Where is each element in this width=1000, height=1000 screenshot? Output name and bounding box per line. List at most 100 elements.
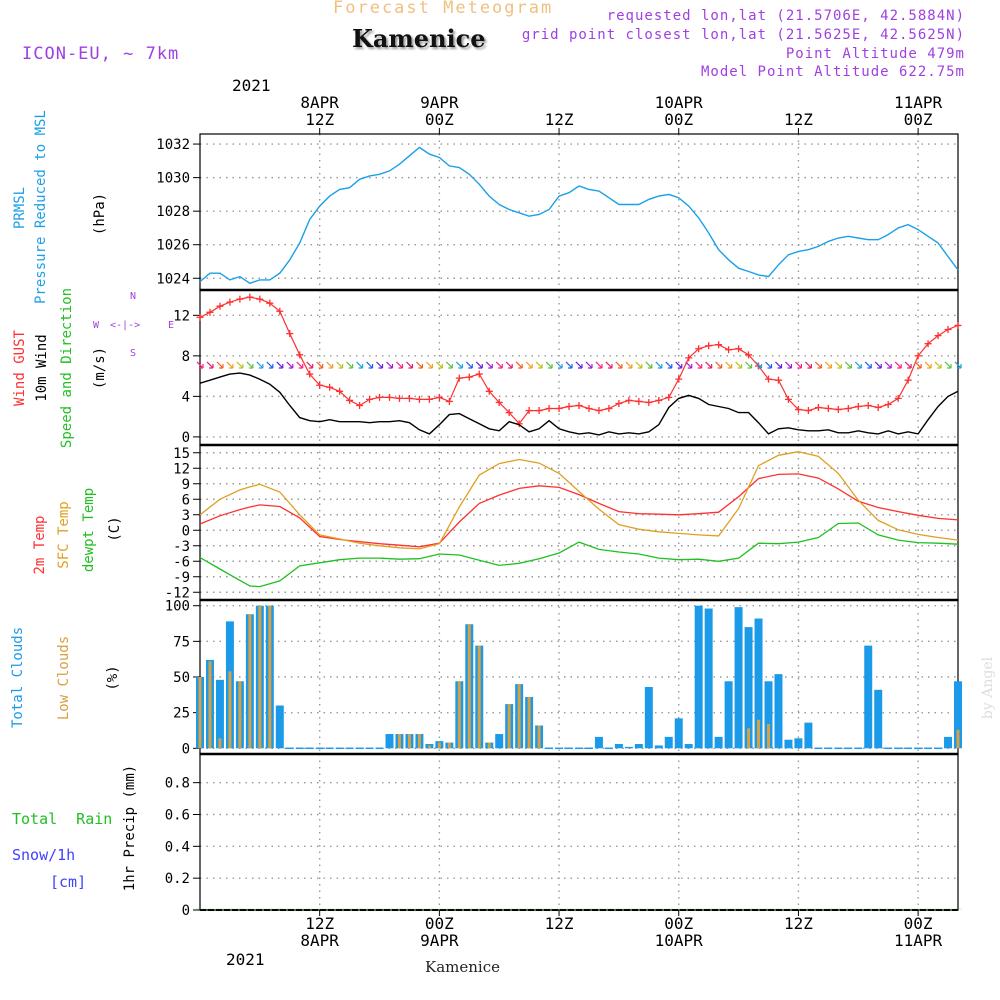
wind-direction-arrow (475, 361, 483, 369)
y-tick-label: 12 (173, 461, 190, 477)
gust-marker (854, 403, 862, 411)
wind-direction-arrow (535, 361, 543, 369)
gust-marker (256, 295, 264, 303)
model-label: ICON-EU, ~ 7km (22, 44, 180, 64)
low-cloud-bar (258, 605, 262, 749)
gust-marker (405, 394, 413, 402)
gust-marker (874, 404, 882, 412)
wind-direction-arrow (575, 361, 583, 369)
gust-marker (415, 395, 423, 403)
wind-direction-arrow (725, 361, 733, 369)
top-year: 2021 (232, 76, 271, 95)
wind-direction-arrow (525, 361, 533, 369)
time-tick-date: 9APR (420, 93, 459, 112)
gust-marker (445, 397, 453, 405)
wind-direction-arrow (794, 361, 803, 369)
gust-marker (844, 405, 852, 413)
gust-marker (725, 346, 733, 354)
wind-direction-arrow (954, 361, 962, 369)
gust-marker (665, 393, 673, 401)
gust-marker (675, 375, 683, 383)
time-tick-hour: 00Z (903, 914, 933, 933)
total-cloud-bar (674, 718, 683, 749)
total-cloud-bar (704, 608, 713, 749)
panel-frame (199, 753, 959, 911)
time-tick-label: 9APR 00Z (389, 94, 489, 128)
low-cloud-bar (517, 684, 521, 749)
wind-direction-arrow (206, 361, 214, 369)
y-tick-label: -12 (165, 585, 190, 601)
gust-marker (206, 308, 214, 316)
gust-marker (645, 398, 653, 406)
wind-direction-arrow (864, 361, 872, 369)
wind-direction-arrow (755, 361, 763, 369)
gust-marker (784, 395, 792, 403)
time-tick-hour: 00Z (903, 110, 933, 129)
product-title: Forecast Meteogram (333, 0, 554, 18)
total-cloud-bar (864, 645, 873, 749)
y-tick-label: -6 (173, 554, 190, 570)
gust-marker (276, 307, 284, 315)
low-cloud-bar (457, 681, 461, 749)
gust-marker (884, 400, 892, 408)
gust-marker (535, 407, 543, 415)
low-cloud-bar (238, 681, 242, 749)
wind-direction-arrow (555, 361, 563, 369)
compass-west: W (93, 320, 100, 331)
requested-coords: requested lon,lat (21.5706E, 42.5884N) (606, 8, 965, 24)
grid-point-coords: grid point closest lon,lat (21.5625E, 42… (521, 27, 965, 43)
gust-marker (545, 405, 553, 413)
y-tick-label: 100 (165, 599, 190, 615)
y-tick-label: 1026 (156, 238, 190, 254)
wind-direction-arrow (904, 361, 912, 369)
wind-speed-line (199, 372, 959, 436)
y-tick-label: 1032 (156, 137, 190, 153)
gust-marker (605, 405, 613, 413)
gust-marker (834, 406, 842, 414)
low-cloud-bar (268, 605, 272, 749)
wind-direction-arrow (874, 361, 882, 369)
gust-marker (954, 321, 962, 329)
low-cloud-bar (537, 725, 541, 749)
wind-direction-arrow (465, 361, 473, 369)
low-cloud-bar (447, 742, 451, 749)
total-cloud-bar (654, 745, 663, 749)
gust-marker (465, 373, 473, 381)
time-tick-label: 12Z (509, 94, 609, 128)
wind-direction-arrow (705, 361, 713, 369)
time-tick-date: 11APR (894, 931, 943, 950)
gust-marker (745, 351, 753, 359)
gust-marker (296, 351, 304, 359)
gust-marker (655, 396, 663, 404)
wind-direction-arrow (396, 361, 404, 369)
wind-direction-arrow (326, 361, 334, 369)
footer-location: Kamenice (425, 958, 500, 976)
total-cloud-bar (215, 679, 224, 749)
time-tick-hour: 12Z (544, 914, 574, 933)
wind-direction-arrow (236, 361, 244, 369)
wind-direction-arrow (515, 361, 523, 369)
wind-direction-arrow (585, 361, 593, 369)
compass-north: N (130, 291, 137, 302)
wind-direction-arrow (944, 361, 952, 369)
y-tick-label: 0 (182, 741, 190, 757)
low-cloud-bar (407, 734, 411, 749)
wind-direction-arrow (655, 361, 663, 369)
gust-marker (565, 403, 573, 411)
low-cloud-bar (757, 719, 761, 749)
y-tick-label: 0 (182, 523, 190, 539)
gust-marker (196, 313, 204, 321)
y-tick-label: 1030 (156, 171, 190, 187)
model-altitude: Model Point Altitude 622.75m (700, 64, 965, 80)
wind-direction-arrow (595, 361, 603, 369)
time-tick-hour: 00Z (664, 914, 694, 933)
time-tick-label: 10APR 00Z (629, 94, 729, 128)
total-cloud-bar (694, 605, 703, 749)
gust-marker (485, 387, 493, 395)
panel-frame (199, 133, 959, 291)
gust-marker (435, 393, 443, 401)
total-cloud-bar (764, 681, 773, 749)
compass-icon: <-|-> (110, 320, 141, 331)
low-cloud-bar (467, 624, 471, 749)
gust-marker (894, 394, 902, 402)
